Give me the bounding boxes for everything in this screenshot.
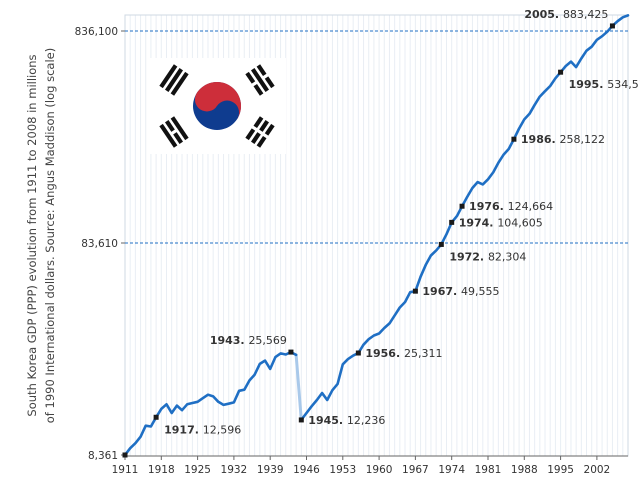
data-label-year: 1945. <box>308 414 347 427</box>
series-line <box>300 14 630 422</box>
x-tick-label: 1925 <box>184 464 211 476</box>
data-label-value: 534,517 <box>607 78 640 91</box>
data-label-year: 1974. <box>459 216 498 229</box>
data-label-year: 1986. <box>521 133 560 146</box>
y-tick-label: 83,610 <box>81 238 118 250</box>
data-label-value: 49,555 <box>461 285 500 298</box>
trigram-bar <box>173 132 184 144</box>
data-label-year: 1976. <box>469 200 508 213</box>
trigram-bar <box>250 132 261 144</box>
data-label-value: 12,596 <box>203 423 242 436</box>
trigram-bar <box>245 128 256 141</box>
data-label-value: 25,569 <box>248 334 287 347</box>
data-label-value: 82,304 <box>488 250 527 263</box>
series-layer <box>122 14 630 458</box>
x-tick-label: 1911 <box>112 464 139 476</box>
data-point-marker <box>122 452 128 458</box>
trigram <box>159 116 189 148</box>
trigram-bar <box>250 68 270 92</box>
data-point-marker[interactable] <box>511 136 517 142</box>
data-label-value: 25,311 <box>404 347 443 360</box>
y-tick-label: 836,100 <box>75 26 118 38</box>
trigram <box>159 64 189 96</box>
data-label-value: 124,664 <box>508 200 554 213</box>
x-tick-label: 2002 <box>584 464 611 476</box>
data-label-value: 258,122 <box>560 133 606 146</box>
data-point-marker[interactable] <box>355 350 361 356</box>
data-point-marker[interactable] <box>459 203 465 209</box>
data-point-marker[interactable] <box>438 241 444 247</box>
data-label: 1976. 124,664 <box>469 200 553 213</box>
trigram-bar <box>253 116 264 129</box>
data-label-value: 12,236 <box>347 414 386 427</box>
y-axis-label: South Korea GDP (PPP) evolution from 191… <box>25 48 57 423</box>
annotation-layer: 1917. 12,596 1943. 25,569 1945. 12,236 1956… <box>153 8 640 436</box>
data-label: 1986. 258,122 <box>521 133 605 146</box>
data-label-value: 104,605 <box>497 216 543 229</box>
series-gap-line <box>294 353 303 422</box>
reference-lines <box>125 30 628 244</box>
series-line <box>123 350 298 457</box>
trigram-bar <box>259 120 270 132</box>
data-label: 1972. 82,304 <box>449 250 526 263</box>
data-label: 1945. 12,236 <box>308 414 385 427</box>
data-point-marker[interactable] <box>153 414 159 420</box>
x-tick-label: 1981 <box>475 464 502 476</box>
x-tick-label: 1967 <box>402 464 429 476</box>
data-point-marker[interactable] <box>412 288 418 294</box>
data-point-marker[interactable] <box>288 349 294 355</box>
x-tick-label: 1918 <box>148 464 175 476</box>
data-label: 1943. 25,569 <box>210 334 287 347</box>
data-label: 2005. 883,425 <box>524 8 608 21</box>
south-korea-flag-icon <box>148 58 286 154</box>
x-tick-label: 1960 <box>366 464 393 476</box>
data-point-marker[interactable] <box>298 417 304 423</box>
data-label-value: 883,425 <box>563 8 609 21</box>
data-label-year: 1972. <box>449 250 488 263</box>
trigram-bar <box>159 64 178 89</box>
x-tick-label: 1988 <box>511 464 538 476</box>
y-axis-label-line: South Korea GDP (PPP) evolution from 191… <box>25 54 39 416</box>
trigram-bar <box>264 76 275 89</box>
x-tick-label: 1953 <box>329 464 356 476</box>
data-label: 1995. 534,517 <box>569 78 640 91</box>
y-axis-label-line: of 1990 International dollars. Source: A… <box>43 48 57 423</box>
data-point-marker[interactable] <box>609 23 615 29</box>
trigram-bar <box>253 83 264 96</box>
x-tick-label: 1932 <box>221 464 248 476</box>
data-label-year: 1995. <box>569 78 608 91</box>
data-point-marker[interactable] <box>449 219 455 225</box>
axes: 1911 1918 1925 1932 1939 1946 1953 1960 1967 1974… <box>75 26 628 476</box>
data-label: 1967. 49,555 <box>422 285 499 298</box>
taegeuk-blue-swirl <box>215 100 240 125</box>
x-tick-label: 1974 <box>438 464 465 476</box>
data-label: 1956. 25,311 <box>365 347 442 360</box>
trigram-bar <box>256 64 267 77</box>
data-label-year: 1943. <box>210 334 249 347</box>
trigram-bar <box>159 123 178 148</box>
data-label-year: 1967. <box>422 285 461 298</box>
y-tick-label: 8,361 <box>88 450 118 462</box>
taegeuk-red-swirl <box>194 87 219 112</box>
trigram <box>245 64 275 96</box>
trigram-bar <box>170 116 189 141</box>
trigram-bar <box>245 71 256 84</box>
x-tick-label: 1939 <box>257 464 284 476</box>
data-label-year: 1956. <box>365 347 404 360</box>
x-tick-label: 1946 <box>293 464 320 476</box>
data-point-marker[interactable] <box>558 69 564 75</box>
data-label: 1974. 104,605 <box>459 216 543 229</box>
data-label: 1917. 12,596 <box>164 423 241 436</box>
x-tick-label: 1995 <box>547 464 574 476</box>
trigram-bar <box>256 135 267 148</box>
data-label-year: 1917. <box>164 423 203 436</box>
trigram-bar <box>164 68 184 92</box>
trigram-bar <box>170 71 189 96</box>
trigram <box>245 116 275 148</box>
data-label-year: 2005. <box>524 8 563 21</box>
trigram-bar <box>264 123 275 136</box>
trigram-bar <box>164 120 175 132</box>
